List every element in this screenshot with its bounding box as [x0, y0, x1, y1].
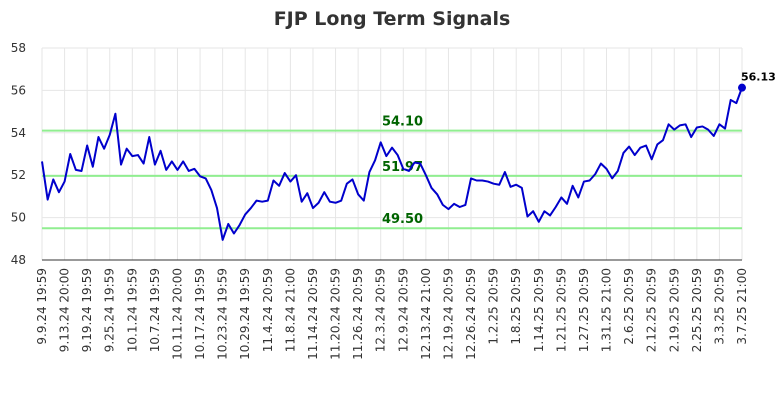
x-tick-label: 3.7.25 21:00: [735, 268, 749, 345]
x-tick-label: 1.31.25 21:00: [600, 268, 614, 352]
x-tick-label: 10.11.24 20:00: [170, 268, 184, 360]
x-tick-label: 10.29.24 19:59: [238, 268, 252, 360]
x-tick-label: 2.25.25 20:59: [690, 268, 704, 352]
x-tick-label: 12.13.24 21:00: [419, 268, 433, 360]
x-tick-label: 11.4.24 20:59: [261, 268, 275, 352]
series-group: 56.13: [41, 71, 776, 241]
x-tick-label: 9.9.24 19:59: [35, 268, 49, 345]
reference-line-label: 49.50: [382, 212, 423, 227]
x-tick-label: 2.6.25 20:59: [622, 268, 636, 345]
y-tick-label: 56: [11, 83, 26, 97]
last-value-label: 56.13: [741, 71, 776, 84]
x-tick-label: 12.9.24 20:59: [396, 268, 410, 352]
y-tick-label: 48: [11, 253, 26, 267]
x-tick-label: 1.27.25 20:59: [577, 268, 591, 352]
y-tick-label: 54: [11, 126, 26, 140]
x-tick-label: 1.2.25 20:59: [487, 268, 501, 345]
x-tick-label: 1.21.25 20:59: [554, 268, 568, 352]
y-axis: 48 50 52 54 56 58: [11, 41, 26, 267]
x-tick-label: 10.7.24 19:59: [148, 268, 162, 352]
x-tick-label: 2.12.25 20:59: [645, 268, 659, 352]
y-tick-label: 50: [11, 211, 26, 225]
reference-line-label: 54.10: [382, 115, 423, 130]
y-tick-label: 58: [11, 41, 26, 55]
x-tick-label: 1.8.25 20:59: [509, 268, 523, 345]
x-tick-label: 12.19.24 20:59: [441, 268, 455, 360]
y-tick-label: 52: [11, 168, 26, 182]
x-tick-label: 11.20.24 20:59: [329, 268, 343, 360]
x-tick-label: 9.19.24 19:59: [80, 268, 94, 352]
x-tick-label: 3.3.25 20:59: [712, 268, 726, 345]
x-tick-label: 11.26.24 20:59: [351, 268, 365, 360]
x-tick-label: 9.25.24 19:59: [103, 268, 117, 352]
chart-title: FJP Long Term Signals: [274, 8, 511, 30]
x-tick-label: 12.26.24 20:59: [464, 268, 478, 360]
x-tick-label: 1.14.25 20:59: [532, 268, 546, 352]
x-tick-label: 11.8.24 21:00: [283, 268, 297, 352]
x-axis: 9.9.24 19:59 9.13.24 20:00 9.19.24 19:59 9.…: [35, 268, 749, 360]
x-tick-label: 10.17.24 19:59: [193, 268, 207, 360]
grid: [41, 47, 743, 261]
x-tick-label: 10.23.24 19:59: [216, 268, 230, 360]
last-value-point: [738, 83, 746, 92]
x-tick-label: 10.1.24 19:59: [125, 268, 139, 352]
x-tick-label: 11.14.24 20:59: [306, 268, 320, 360]
x-tick-label: 9.13.24 20:00: [58, 268, 72, 352]
x-tick-label: 2.19.25 20:59: [667, 268, 681, 352]
x-tick-label: 12.3.24 20:59: [374, 268, 388, 352]
price-series-line: [41, 87, 743, 241]
